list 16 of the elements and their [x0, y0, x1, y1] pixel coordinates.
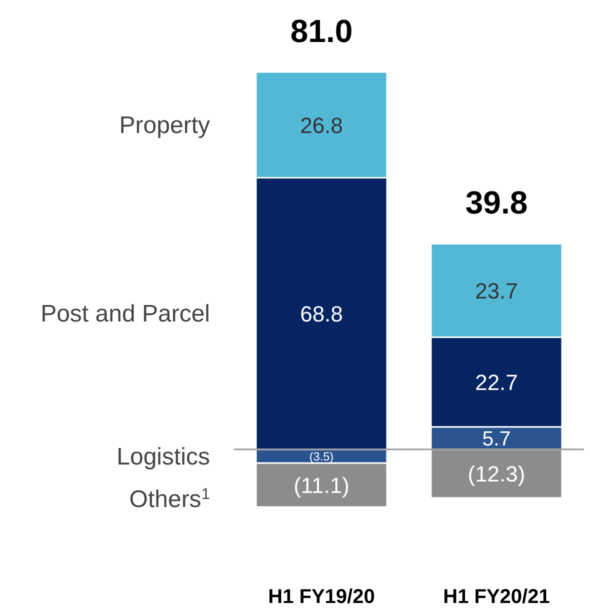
series-label: Post and Parcel: [40, 300, 210, 328]
data-label: (12.3): [468, 462, 526, 487]
total-label: 81.0: [290, 13, 353, 49]
data-label: (11.1): [294, 473, 350, 498]
data-label: 22.7: [475, 370, 518, 395]
data-label: 5.7: [482, 428, 511, 450]
series-label: Logistics: [116, 443, 210, 470]
data-label: 26.8: [300, 112, 343, 138]
data-label: (3.5): [309, 450, 334, 464]
data-label: 23.7: [475, 278, 518, 304]
x-tick-label: H1 FY20/21: [443, 586, 550, 608]
total-label: 39.8: [465, 184, 528, 221]
series-label: Others$^{1}$: [129, 486, 210, 514]
data-label: 68.8: [300, 302, 343, 326]
x-tick-label: H1 FY19/20: [268, 586, 375, 608]
series-label: Property: [119, 112, 210, 139]
